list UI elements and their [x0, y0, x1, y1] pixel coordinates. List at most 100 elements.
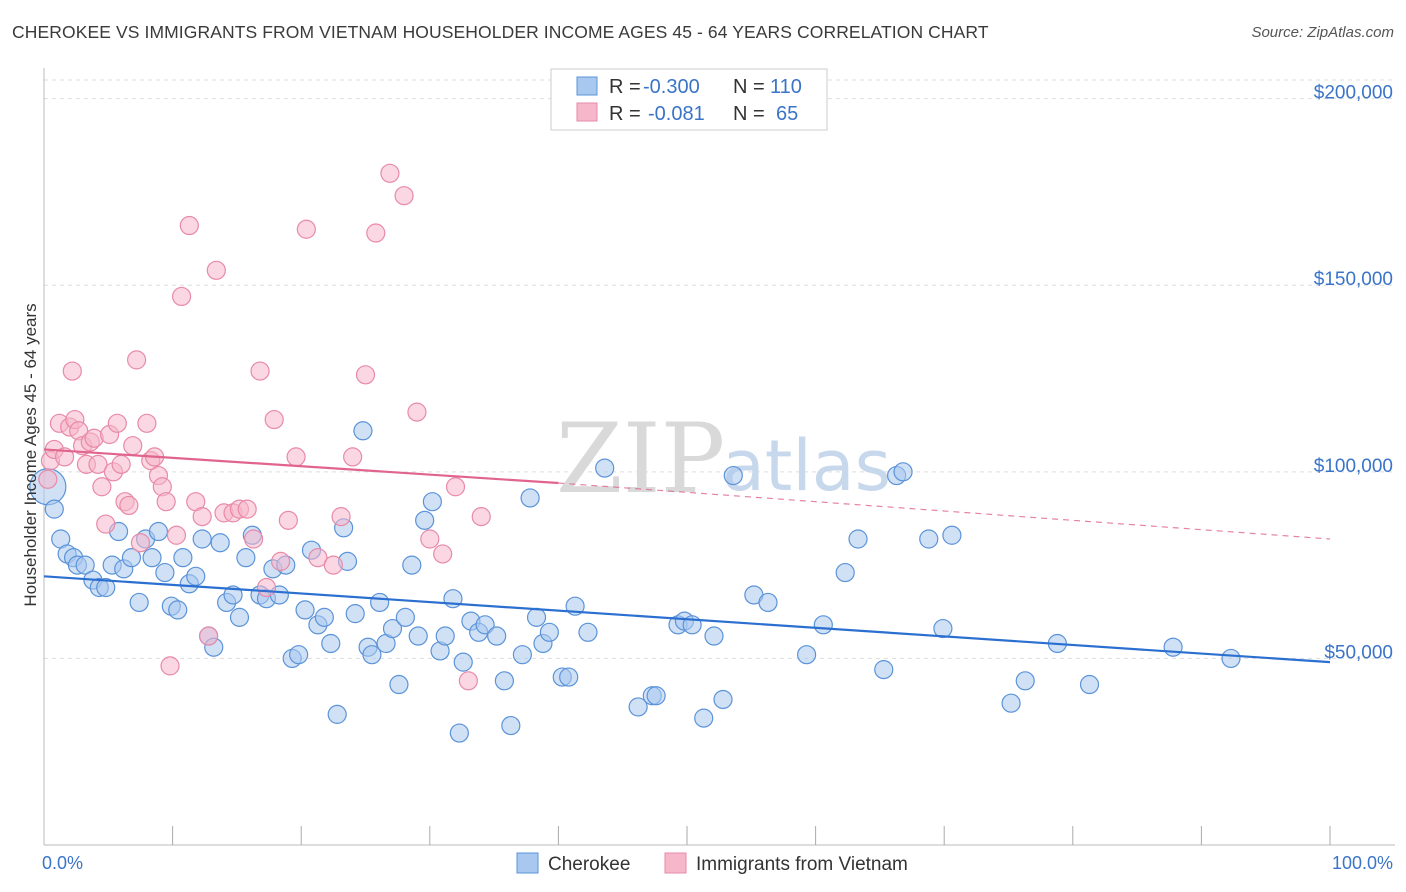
- point-cherokee: [933, 618, 953, 639]
- point-cherokee: [813, 615, 833, 635]
- trend-line-cherokee: [43, 575, 1331, 664]
- point-vietnam: [366, 223, 386, 243]
- legend-label-cherokee: Cherokee: [548, 854, 630, 875]
- point-cherokee: [415, 510, 435, 530]
- point-cherokee: [295, 600, 315, 620]
- point-vietnam: [355, 365, 376, 385]
- point-cherokee: [389, 674, 409, 695]
- point-cherokee: [173, 548, 193, 568]
- point-cherokee: [327, 704, 347, 724]
- point-vietnam: [192, 507, 212, 527]
- point-vietnam: [160, 656, 180, 676]
- legend-n-value-2: 65: [776, 103, 798, 125]
- point-cherokee: [142, 548, 162, 568]
- point-cherokee: [236, 548, 256, 568]
- point-cherokee: [345, 604, 365, 624]
- point-cherokee: [129, 592, 149, 613]
- point-vietnam: [445, 477, 466, 497]
- point-vietnam: [394, 186, 414, 206]
- point-cherokee: [223, 585, 243, 605]
- point-vietnam: [123, 436, 143, 456]
- y-tick-label: $200,000: [1314, 83, 1393, 104]
- point-cherokee: [501, 715, 521, 736]
- point-cherokee: [382, 618, 403, 639]
- point-vietnam: [343, 447, 363, 467]
- point-cherokee: [942, 525, 962, 545]
- point-cherokee: [44, 499, 64, 519]
- point-cherokee: [1163, 637, 1183, 657]
- point-cherokee: [168, 600, 188, 620]
- legend-r-label-1: R =: [609, 76, 641, 98]
- point-cherokee: [796, 645, 817, 665]
- x-tick-label-max: 100.0%: [1332, 853, 1393, 873]
- watermark: ZIP atlas: [556, 403, 891, 515]
- point-vietnam: [92, 477, 112, 497]
- x-tick-label-min: 0.0%: [42, 853, 83, 873]
- legend-swatch-pink: [576, 102, 598, 122]
- legend-swatch-cherokee: [516, 852, 539, 874]
- point-cherokee: [186, 566, 206, 586]
- point-vietnam: [130, 533, 151, 553]
- point-cherokee: [449, 723, 469, 743]
- point-cherokee: [96, 577, 116, 598]
- point-cherokee: [353, 421, 373, 441]
- y-axis-label: Householder Income Ages 45 - 64 years: [21, 303, 40, 606]
- trend-line-vietnam: [43, 448, 559, 485]
- legend-n-label-2: N =: [733, 103, 765, 125]
- point-cherokee: [289, 645, 309, 665]
- point-cherokee: [526, 607, 547, 627]
- point-vietnam: [244, 529, 264, 549]
- point-cherokee: [1001, 693, 1021, 713]
- point-cherokee: [595, 458, 615, 478]
- point-cherokee: [148, 521, 169, 542]
- point-vietnam: [111, 454, 131, 474]
- point-cherokee: [422, 492, 442, 512]
- legend-swatch-blue: [576, 76, 598, 96]
- point-cherokee: [723, 465, 743, 486]
- legend-n-value-1: 110: [770, 76, 802, 98]
- point-vietnam: [126, 350, 147, 370]
- point-vietnam: [199, 626, 219, 646]
- point-cherokee: [1015, 671, 1035, 691]
- point-vietnam: [380, 163, 400, 183]
- series-cherokee-points: [29, 421, 1241, 743]
- point-cherokee: [646, 686, 666, 706]
- series-legend: Cherokee Immigrants from Vietnam: [516, 852, 908, 875]
- point-vietnam: [256, 577, 277, 598]
- point-cherokee: [704, 626, 724, 646]
- watermark-atlas: atlas: [722, 425, 891, 507]
- y-tick-label: $100,000: [1314, 456, 1393, 477]
- stats-legend: R = -0.300 N = 110 R = -0.081 N = 65: [550, 68, 828, 131]
- point-cherokee: [155, 562, 175, 583]
- point-cherokee: [1079, 674, 1100, 695]
- chart-source: Source: ZipAtlas.com: [1251, 24, 1394, 41]
- legend-r-value-1: -0.300: [643, 76, 700, 98]
- point-cherokee: [314, 607, 334, 627]
- point-vietnam: [286, 447, 306, 467]
- point-vietnam: [471, 507, 491, 527]
- point-vietnam: [323, 555, 343, 575]
- point-vietnam: [308, 548, 328, 568]
- point-cherokee: [893, 462, 913, 482]
- legend-r-label-2: R =: [609, 103, 641, 125]
- legend-r-value-2: -0.081: [648, 103, 705, 125]
- point-cherokee: [395, 607, 415, 627]
- point-cherokee: [559, 667, 579, 687]
- legend-n-label-1: N =: [733, 76, 765, 98]
- point-cherokee: [758, 592, 778, 613]
- point-cherokee: [512, 645, 532, 665]
- point-vietnam: [38, 469, 58, 489]
- point-cherokee: [362, 645, 382, 665]
- point-vietnam: [250, 361, 270, 381]
- legend-swatch-vietnam: [664, 852, 687, 874]
- point-vietnam: [107, 413, 127, 433]
- point-cherokee: [453, 652, 473, 672]
- point-vietnam: [166, 525, 187, 545]
- point-cherokee: [1221, 648, 1241, 669]
- point-vietnam: [264, 409, 284, 430]
- point-vietnam: [96, 514, 116, 534]
- point-vietnam: [172, 286, 192, 307]
- y-tick-labels: $50,000 $100,000 $150,000 $200,000: [1314, 83, 1393, 664]
- point-vietnam: [206, 260, 226, 280]
- point-vietnam: [179, 215, 199, 236]
